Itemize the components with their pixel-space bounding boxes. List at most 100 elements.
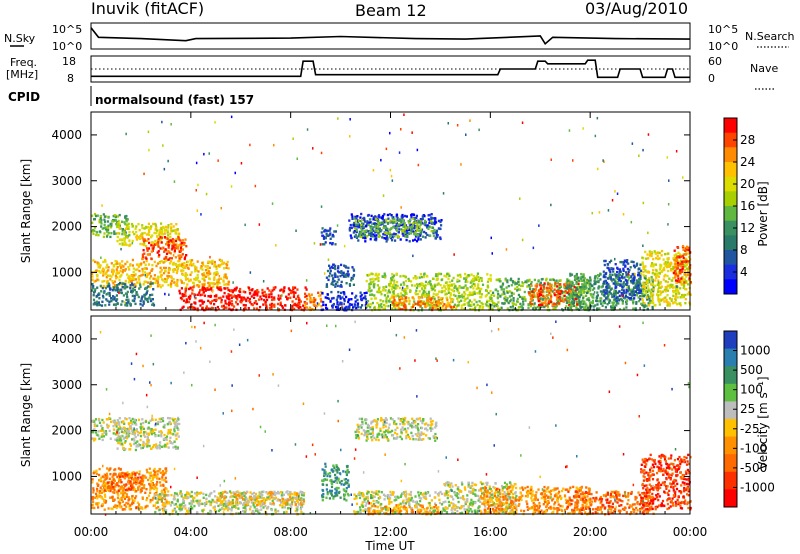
heatmap-cell: [205, 272, 209, 275]
heatmap-cell: [277, 308, 280, 311]
heatmap-cell: [240, 162, 243, 165]
heatmap-cell: [476, 303, 479, 307]
heatmap-cell: [294, 303, 297, 307]
heatmap-cell: [156, 239, 159, 242]
heatmap-cell: [648, 254, 651, 257]
heatmap-cell: [377, 232, 380, 235]
heatmap-cell: [390, 219, 393, 222]
heatmap-cell: [105, 215, 108, 218]
heatmap-cell: [147, 433, 150, 436]
heatmap-cell: [362, 232, 365, 235]
heatmap-cell: [584, 302, 587, 305]
heatmap-cell: [434, 285, 437, 288]
heatmap-cell: [319, 243, 322, 246]
heatmap-cell: [405, 229, 408, 232]
heatmap-cell: [213, 303, 216, 306]
heatmap-cell: [368, 230, 371, 233]
heatmap-cell: [370, 293, 373, 296]
heatmap-cell: [212, 285, 215, 288]
heatmap-cell: [123, 427, 126, 430]
heatmap-cell: [632, 279, 636, 282]
heatmap-cell: [104, 260, 107, 263]
heatmap-cell: [687, 273, 690, 277]
heatmap-cell: [661, 290, 664, 293]
heatmap-cell: [639, 273, 642, 277]
heatmap-cell: [516, 300, 519, 303]
heatmap-cell: [644, 282, 647, 286]
heatmap-cell: [526, 280, 529, 283]
heatmap-cell: [682, 286, 685, 289]
heatmap-cell: [460, 304, 463, 307]
heatmap-cell: [139, 299, 142, 303]
heatmap-cell: [408, 240, 411, 243]
heatmap-cell: [577, 279, 581, 282]
heatmap-cell: [264, 293, 267, 296]
heatmap-cell: [185, 286, 188, 289]
heatmap-cell: [91, 221, 94, 224]
heatmap-cell: [244, 304, 247, 307]
freq-series: [91, 59, 690, 79]
heatmap-cell: [684, 293, 687, 297]
heatmap-cell: [622, 269, 625, 272]
heatmap-cell: [668, 277, 671, 280]
heatmap-cell: [147, 421, 151, 425]
heatmap-cell: [422, 289, 425, 293]
heatmap-cell: [626, 275, 629, 278]
heatmap-cell: [363, 218, 366, 221]
heatmap-cell: [370, 234, 373, 237]
heatmap-cell: [173, 250, 176, 254]
heatmap-cell: [369, 293, 372, 297]
heatmap-cell: [642, 290, 645, 293]
heatmap-cell: [139, 263, 142, 267]
heatmap-cell: [540, 278, 543, 281]
heatmap-cell: [567, 293, 570, 296]
heatmap-cell: [121, 271, 124, 274]
heatmap-cell: [632, 288, 635, 291]
heatmap-cell: [253, 301, 256, 305]
heatmap-cell: [222, 304, 225, 308]
heatmap-cell: [333, 280, 336, 283]
heatmap-cell: [169, 239, 172, 242]
heatmap-cell: [284, 304, 287, 307]
heatmap-cell: [638, 286, 641, 290]
heatmap-cell: [607, 298, 610, 301]
heatmap-cell: [217, 296, 221, 300]
heatmap-cell: [444, 307, 447, 310]
heatmap-cell: [546, 305, 550, 309]
heatmap-cell: [416, 223, 419, 226]
heatmap-cell: [189, 273, 192, 276]
heatmap-cell: [294, 286, 297, 289]
heatmap-cell: [100, 435, 103, 438]
heatmap-cell: [184, 276, 187, 279]
heatmap-cell: [209, 255, 211, 259]
heatmap-cell: [180, 287, 183, 290]
heatmap-cell: [665, 265, 668, 269]
heatmap-cell: [157, 240, 160, 244]
heatmap-cell: [371, 222, 374, 225]
heatmap-cell: [546, 304, 549, 307]
heatmap-cell: [216, 283, 219, 286]
heatmap-cell: [105, 276, 108, 279]
heatmap-cell: [215, 293, 218, 297]
heatmap-cell: [639, 298, 642, 301]
heatmap-cell: [92, 431, 95, 434]
heatmap-cell: [160, 417, 163, 420]
heatmap-cell: [558, 286, 561, 289]
heatmap-cell: [627, 290, 630, 293]
heatmap-cell: [341, 296, 344, 299]
heatmap-cell: [114, 438, 117, 441]
heatmap-cell: [573, 278, 577, 282]
heatmap-cell: [364, 230, 367, 233]
heatmap-cell: [137, 265, 140, 268]
heatmap-cell: [568, 301, 571, 304]
heatmap-cell: [130, 290, 133, 293]
heatmap-cell: [391, 303, 394, 306]
heatmap-cell: [262, 303, 265, 306]
heatmap-cell: [183, 294, 186, 298]
heatmap-cell: [424, 221, 427, 224]
heatmap-cell: [116, 422, 119, 425]
heatmap-cell: [463, 291, 466, 294]
heatmap-cell: [144, 239, 147, 242]
heatmap-cell: [329, 237, 332, 240]
heatmap-cell: [201, 300, 204, 304]
